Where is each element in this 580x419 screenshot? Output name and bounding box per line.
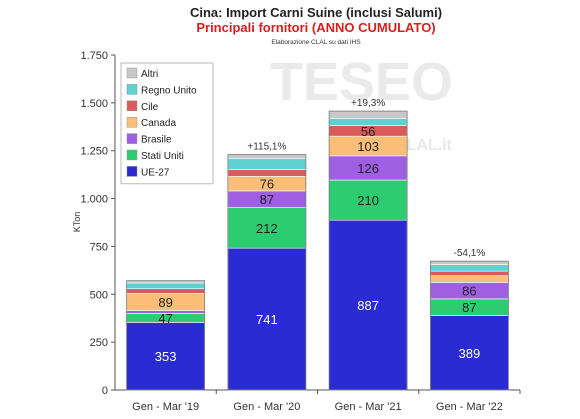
- chart-source: Elaborazione CLAL su dati IHS: [271, 39, 361, 46]
- data-label: 887: [357, 298, 379, 313]
- data-label: 86: [462, 284, 476, 299]
- data-label: 76: [260, 177, 274, 192]
- legend-swatch: [126, 149, 138, 161]
- y-axis-label: KTon: [72, 212, 82, 233]
- legend-label: Regno Unito: [141, 85, 197, 96]
- bar-ue-27: [227, 247, 307, 391]
- bar-outline: [126, 280, 206, 391]
- y-tick-label: 0: [102, 385, 108, 397]
- y-tick-label: 1.750: [80, 50, 108, 62]
- bar-outline: [328, 110, 408, 391]
- data-label: 210: [357, 193, 379, 208]
- axes: 0 250 500 750 1.000 1.250 1.500 1.750 Gen - Mar …: [80, 50, 521, 413]
- legend-swatch: [126, 84, 138, 95]
- data-label: 47: [158, 311, 172, 326]
- data-label: 87: [260, 192, 274, 207]
- bar-ue-27: [430, 315, 509, 391]
- chart-title: Cina: Import Carni Suine (inclusi Salumi…: [190, 5, 442, 20]
- data-label: 126: [357, 161, 379, 176]
- y-tick-label: 1.250: [80, 146, 108, 158]
- y-tick-label: 500: [90, 289, 108, 301]
- change-annotation: +115,1%: [247, 142, 286, 153]
- chart-subtitle: Principali fornitori (ANNO CUMULATO): [196, 20, 435, 35]
- legend-swatch: [126, 100, 138, 112]
- y-tick-label: 1.500: [80, 98, 108, 110]
- bar-outline: [429, 260, 509, 391]
- bar-cile: [227, 169, 307, 177]
- y-tick-label: 1.000: [80, 194, 108, 206]
- bar-regno-unito: [430, 264, 509, 272]
- x-tick-label: Gen - Mar '19: [132, 401, 199, 413]
- watermark-sub: CLAL.it: [395, 137, 453, 154]
- bar-cile: [126, 288, 205, 294]
- bar-regno-unito: [227, 158, 307, 170]
- data-label: 389: [459, 346, 481, 361]
- bar-altri: [430, 260, 509, 265]
- x-tick-label: Gen - Mar '22: [436, 401, 503, 413]
- x-tick-label: Gen - Mar '20: [233, 401, 300, 413]
- data-label: 89: [158, 295, 172, 310]
- legend-label: Altri: [141, 69, 158, 80]
- bar-canada: [430, 275, 509, 283]
- bar-ue-27: [126, 322, 205, 391]
- legend-label: Canada: [141, 118, 176, 129]
- change-annotation: -54,1%: [454, 248, 486, 259]
- legend-swatch: [126, 67, 138, 79]
- y-tick-label: 250: [90, 337, 108, 349]
- data-label: 87: [462, 300, 476, 315]
- bar-outline: [227, 154, 307, 391]
- legend-label: Brasile: [141, 135, 172, 146]
- legend-label: Cile: [141, 102, 159, 113]
- bar-altri: [227, 154, 307, 159]
- data-label: 212: [256, 221, 278, 236]
- data-label: 741: [256, 312, 278, 327]
- x-tick-label: Gen - Mar '21: [335, 401, 402, 413]
- legend: Altri Regno Unito Cile Canada Brasile Stati U…: [120, 62, 214, 185]
- bar-altri: [328, 110, 408, 119]
- legend-swatch: [126, 116, 138, 128]
- watermark-logo: TESEO: [270, 52, 453, 112]
- bar-cile: [430, 270, 509, 277]
- bar-ue-27: [328, 219, 408, 391]
- y-tick-label: 750: [90, 241, 108, 253]
- legend-swatch: [126, 133, 138, 144]
- data-label: 56: [361, 124, 375, 139]
- bar-regno-unito: [126, 282, 205, 290]
- data-label: 103: [357, 139, 379, 154]
- legend-label: Stati Uniti: [141, 151, 184, 162]
- change-annotation: +19,3%: [351, 98, 385, 109]
- bar-stati-uniti: [227, 207, 307, 249]
- data-label: 353: [155, 349, 177, 364]
- data-labels: 35347897412128776+115,1%88721012610356+1…: [155, 98, 486, 364]
- legend-label: UE-27: [141, 167, 170, 178]
- bars: [126, 110, 509, 391]
- legend-swatch: [126, 166, 138, 177]
